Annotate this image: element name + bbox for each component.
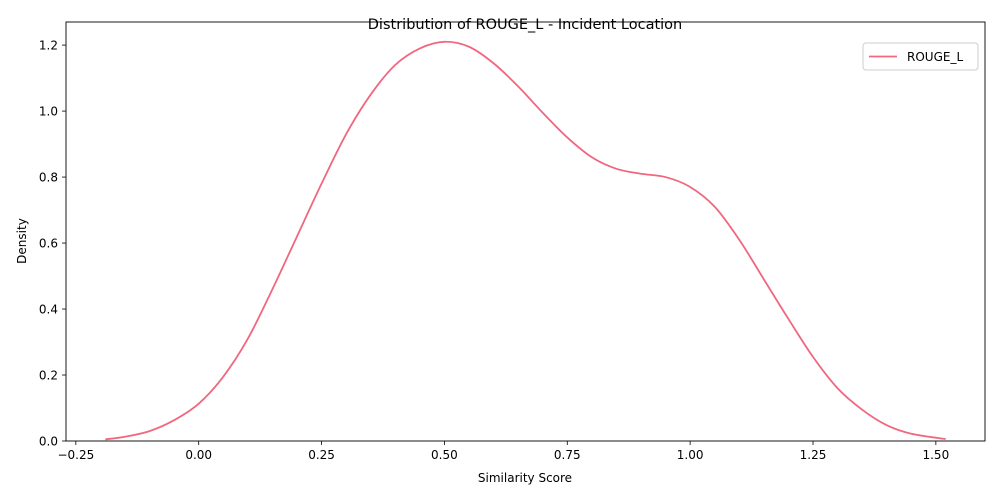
series-layer: [105, 40, 946, 441]
y-axis-ticks: 0.0 0.2 0.4 0.6 0.8 1.0 1.2: [39, 39, 66, 449]
chart-title: Distribution of ROUGE_L - Incident Locat…: [368, 17, 682, 33]
x-tick-label: 1.00: [677, 448, 704, 462]
x-tick-label: 0.75: [554, 448, 581, 462]
x-tick-label: −0.25: [57, 448, 94, 462]
x-tick-label: 0.25: [308, 448, 335, 462]
y-tick-label: 0.4: [39, 303, 58, 317]
plot-frame: [65, 21, 986, 442]
y-tick-label: 0.6: [39, 237, 58, 251]
series-line-rouge-l: [105, 40, 946, 441]
x-axis-ticks: −0.25 0.00 0.25 0.50 0.75 1.00 1.25 1.50: [57, 441, 949, 462]
legend-box: [862, 42, 979, 71]
y-axis-title: Density: [15, 218, 29, 264]
y-tick-label: 0.2: [39, 369, 58, 383]
y-tick-label: 1.2: [39, 39, 58, 53]
x-axis-title: Similarity Score: [478, 471, 572, 485]
x-tick-label: 0.50: [431, 448, 458, 462]
y-tick-label: 0.0: [39, 435, 58, 449]
x-tick-label: 1.25: [800, 448, 827, 462]
legend: ROUGE_L: [862, 42, 979, 71]
y-tick-label: 1.0: [39, 105, 58, 119]
y-tick-label: 0.8: [39, 171, 58, 185]
x-tick-label: 0.00: [185, 448, 212, 462]
legend-label: ROUGE_L: [907, 50, 963, 64]
x-tick-label: 1.50: [922, 448, 949, 462]
